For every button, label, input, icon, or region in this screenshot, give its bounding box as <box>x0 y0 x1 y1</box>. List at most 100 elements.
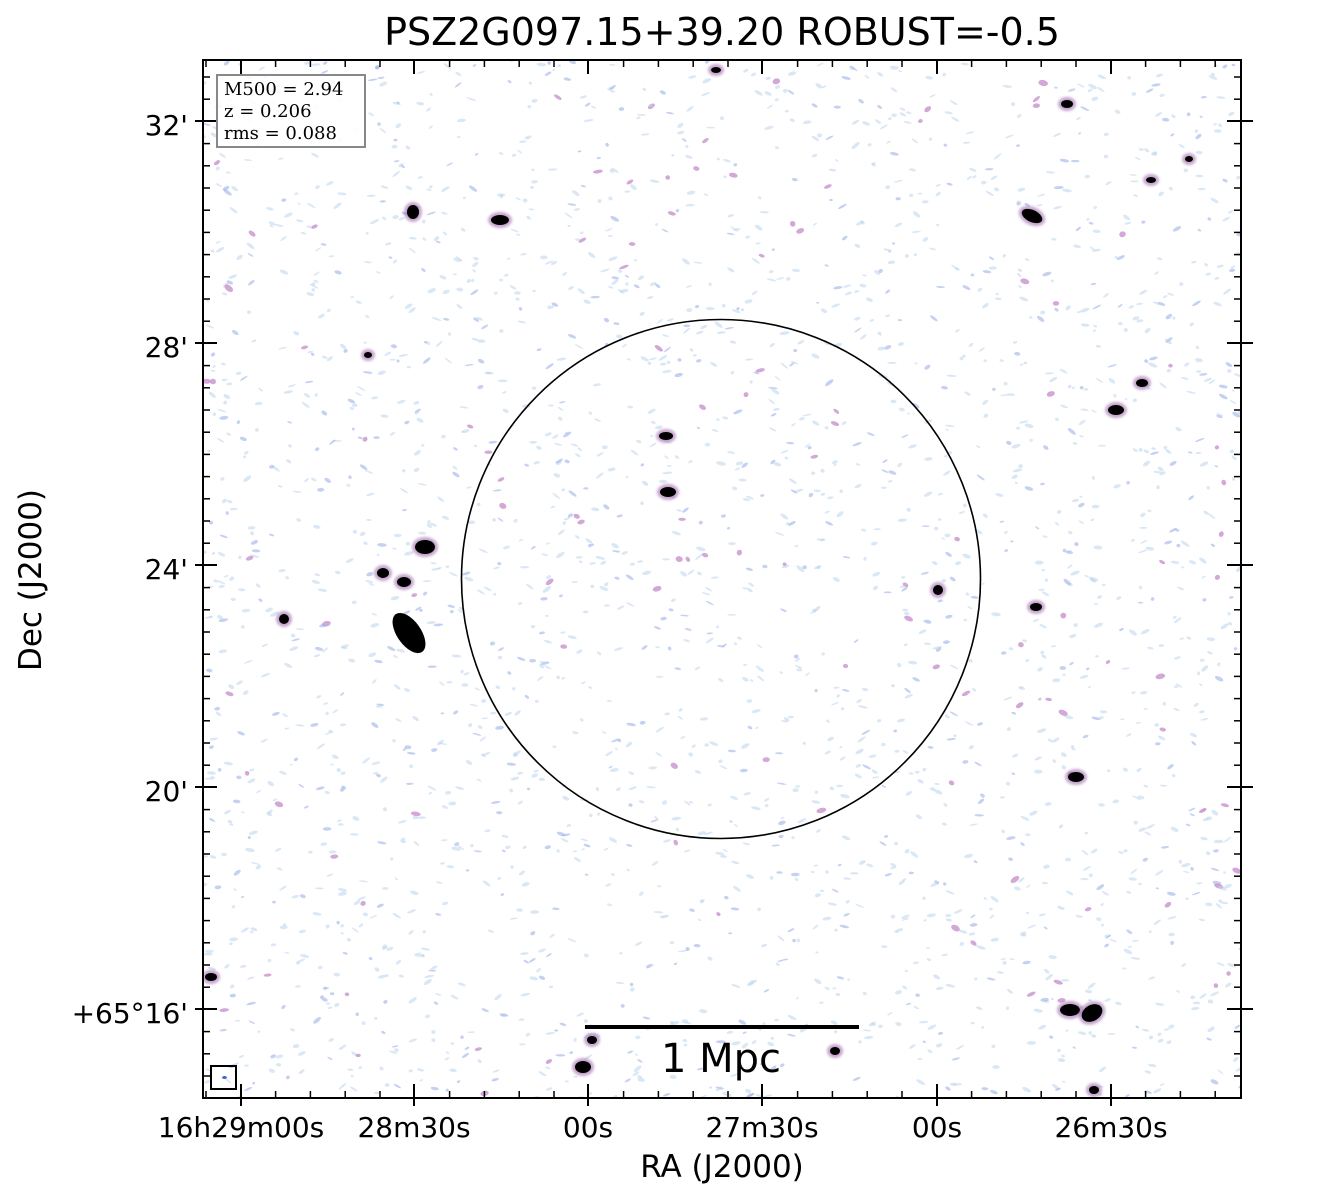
noise-speckle <box>1198 918 1205 921</box>
noise-speckle <box>596 156 601 160</box>
noise-speckle <box>1103 132 1109 136</box>
noise-speckle <box>637 275 645 281</box>
noise-speckle <box>804 443 811 448</box>
noise-speckle <box>699 1009 708 1014</box>
noise-speckle <box>1217 662 1221 667</box>
noise-speckle <box>616 787 621 792</box>
noise-speckle <box>1220 623 1229 630</box>
noise-speckle <box>1010 875 1020 884</box>
noise-speckle <box>416 417 424 423</box>
noise-speckle <box>524 694 530 699</box>
noise-speckle <box>346 938 351 942</box>
noise-speckle <box>536 445 542 450</box>
noise-speckle <box>905 1002 912 1006</box>
noise-speckle <box>398 163 404 168</box>
noise-speckle <box>1072 498 1079 503</box>
noise-speckle <box>261 643 269 647</box>
noise-speckle <box>1154 271 1159 275</box>
noise-speckle <box>1232 867 1241 874</box>
noise-speckle <box>464 576 474 582</box>
noise-speckle <box>1058 709 1068 717</box>
noise-speckle <box>224 963 230 969</box>
noise-speckle <box>461 683 469 687</box>
noise-speckle <box>326 181 334 186</box>
noise-speckle <box>544 639 552 644</box>
noise-speckle <box>902 608 909 612</box>
noise-speckle <box>685 144 689 149</box>
noise-speckle <box>607 903 612 907</box>
noise-speckle <box>241 811 245 814</box>
noise-speckle <box>325 711 329 716</box>
noise-speckle <box>887 249 892 253</box>
noise-speckle <box>392 739 396 743</box>
noise-speckle <box>1043 864 1050 869</box>
noise-speckle <box>529 185 535 189</box>
noise-speckle <box>457 844 465 851</box>
noise-speckle <box>1093 545 1103 550</box>
noise-speckle <box>250 540 259 545</box>
noise-speckle <box>825 870 829 874</box>
noise-speckle <box>440 712 445 715</box>
noise-speckle <box>747 1093 754 1098</box>
noise-speckle <box>588 252 596 258</box>
noise-speckle <box>388 256 393 259</box>
noise-speckle <box>862 121 870 126</box>
noise-speckle <box>566 824 572 827</box>
noise-speckle <box>236 775 242 780</box>
noise-speckle <box>477 725 483 729</box>
noise-speckle <box>741 587 751 590</box>
noise-speckle <box>1072 1046 1076 1049</box>
noise-speckle <box>393 533 402 538</box>
x-tick-label: 27m30s <box>705 1111 818 1144</box>
noise-speckle <box>588 1092 593 1095</box>
noise-speckle <box>1084 174 1091 179</box>
noise-speckle <box>321 997 328 1002</box>
noise-speckle <box>368 956 373 961</box>
noise-speckle <box>774 146 780 149</box>
noise-speckle <box>306 202 316 209</box>
noise-speckle <box>820 538 826 542</box>
noise-speckle <box>1003 381 1008 386</box>
noise-speckle <box>617 739 622 743</box>
noise-speckle <box>249 830 258 835</box>
noise-speckle <box>391 144 398 149</box>
noise-speckle <box>1145 546 1155 551</box>
noise-speckle <box>441 186 450 192</box>
noise-speckle <box>435 913 442 916</box>
noise-speckle <box>466 486 472 489</box>
noise-speckle <box>862 1029 872 1032</box>
noise-speckle <box>276 867 283 871</box>
radio-source <box>1146 177 1156 183</box>
noise-speckle <box>762 1022 766 1026</box>
noise-speckle <box>1224 883 1232 889</box>
noise-speckle <box>1171 114 1176 119</box>
noise-speckle <box>583 953 589 958</box>
noise-speckle <box>1119 231 1126 238</box>
noise-speckle <box>438 681 445 686</box>
noise-speckle <box>907 412 911 415</box>
noise-speckle <box>1199 710 1205 714</box>
noise-speckle <box>841 421 847 425</box>
noise-speckle <box>902 985 908 990</box>
noise-speckle <box>1029 438 1033 442</box>
noise-speckle <box>1144 148 1150 153</box>
noise-speckle <box>789 118 795 123</box>
noise-speckle <box>560 838 569 843</box>
noise-speckle <box>981 180 987 185</box>
radio-source <box>1060 1004 1080 1016</box>
noise-speckle <box>408 930 414 935</box>
noise-speckle <box>895 1022 902 1027</box>
noise-speckle <box>301 345 309 350</box>
noise-speckle <box>414 450 421 456</box>
noise-speckle <box>1130 956 1141 960</box>
noise-speckle <box>328 255 335 258</box>
noise-speckle <box>742 676 749 682</box>
noise-speckle <box>751 290 758 296</box>
noise-speckle <box>1140 539 1148 544</box>
noise-speckle <box>441 805 448 809</box>
noise-speckle <box>561 488 566 492</box>
noise-speckle <box>225 1078 232 1084</box>
noise-speckle <box>1157 301 1166 306</box>
noise-speckle <box>456 304 463 309</box>
